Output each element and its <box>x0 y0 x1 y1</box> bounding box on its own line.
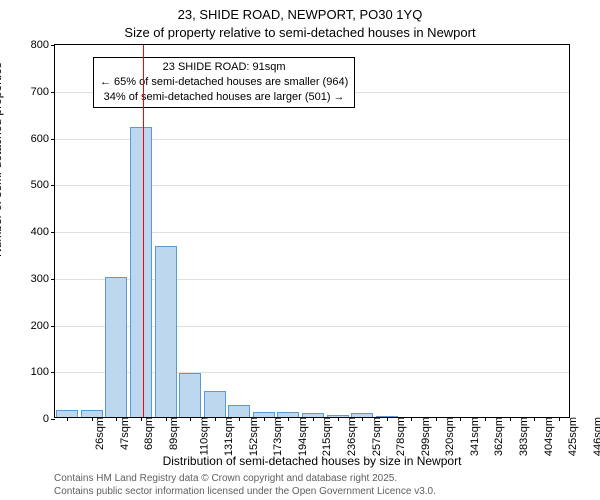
x-tick-mark <box>92 417 93 421</box>
x-tick-label: 362sqm <box>494 417 506 456</box>
x-tick-label: 89sqm <box>168 417 180 450</box>
footer-line1: Contains HM Land Registry data © Crown c… <box>54 472 570 485</box>
x-tick-label: 47sqm <box>119 417 131 450</box>
annotation-line2: ← 65% of semi-detached houses are smalle… <box>100 75 348 90</box>
x-tick-mark <box>534 417 535 421</box>
y-tick-mark <box>51 232 55 233</box>
y-tick-label: 0 <box>43 413 49 425</box>
y-tick-mark <box>51 92 55 93</box>
x-tick-label: 236sqm <box>346 417 358 456</box>
y-tick-mark <box>51 372 55 373</box>
x-tick-label: 173sqm <box>272 417 284 456</box>
y-tick-label: 200 <box>31 320 49 332</box>
histogram-bar <box>105 277 127 417</box>
chart-container: 23, SHIDE ROAD, NEWPORT, PO30 1YQ Size o… <box>0 0 600 500</box>
x-tick-label: 383sqm <box>518 417 530 456</box>
x-axis-label: Distribution of semi-detached houses by … <box>54 454 570 468</box>
x-tick-mark <box>141 417 142 421</box>
x-tick-label: 446sqm <box>592 417 600 456</box>
y-tick-mark <box>51 185 55 186</box>
x-tick-label: 68sqm <box>143 417 155 450</box>
x-tick-mark <box>510 417 511 421</box>
x-tick-mark <box>166 417 167 421</box>
x-tick-label: 404sqm <box>543 417 555 456</box>
histogram-bar <box>155 246 177 417</box>
histogram-bar <box>204 391 226 417</box>
x-tick-mark <box>313 417 314 421</box>
x-tick-mark <box>362 417 363 421</box>
x-tick-mark <box>436 417 437 421</box>
x-tick-mark <box>116 417 117 421</box>
x-tick-mark <box>288 417 289 421</box>
y-tick-mark <box>51 326 55 327</box>
y-tick-label: 700 <box>31 86 49 98</box>
annotation-box: 23 SHIDE ROAD: 91sqm ← 65% of semi-detac… <box>93 57 355 108</box>
annotation-line1: 23 SHIDE ROAD: 91sqm <box>100 60 348 75</box>
histogram-bar <box>56 410 78 417</box>
x-tick-label: 425sqm <box>567 417 579 456</box>
histogram-bar <box>179 373 201 417</box>
plot-area: 010020030040050060070080026sqm47sqm68sqm… <box>54 44 570 418</box>
x-tick-mark <box>338 417 339 421</box>
footer-attribution: Contains HM Land Registry data © Crown c… <box>54 472 570 498</box>
x-tick-label: 320sqm <box>444 417 456 456</box>
y-tick-mark <box>51 419 55 420</box>
y-tick-label: 800 <box>31 39 49 51</box>
x-tick-mark <box>559 417 560 421</box>
x-tick-label: 278sqm <box>395 417 407 456</box>
x-tick-label: 299sqm <box>420 417 432 456</box>
annotation-line3: 34% of semi-detached houses are larger (… <box>100 90 348 105</box>
x-tick-mark <box>485 417 486 421</box>
x-tick-label: 257sqm <box>371 417 383 456</box>
histogram-bar <box>228 405 250 417</box>
x-tick-label: 194sqm <box>297 417 309 456</box>
x-tick-mark <box>215 417 216 421</box>
y-tick-label: 600 <box>31 133 49 145</box>
x-tick-mark <box>190 417 191 421</box>
x-tick-mark <box>387 417 388 421</box>
histogram-bar <box>130 127 152 417</box>
x-tick-mark <box>264 417 265 421</box>
x-tick-mark <box>460 417 461 421</box>
y-tick-label: 100 <box>31 366 49 378</box>
footer-line2: Contains public sector information licen… <box>54 485 570 498</box>
x-tick-label: 26sqm <box>94 417 106 450</box>
chart-title-line1: 23, SHIDE ROAD, NEWPORT, PO30 1YQ <box>0 0 600 24</box>
x-tick-mark <box>239 417 240 421</box>
chart-title-line2: Size of property relative to semi-detach… <box>0 24 600 42</box>
y-axis-label: Number of semi-detached properties <box>0 62 4 257</box>
property-marker-line <box>143 45 144 417</box>
x-tick-mark <box>411 417 412 421</box>
x-tick-mark <box>67 417 68 421</box>
y-tick-mark <box>51 139 55 140</box>
x-tick-label: 152sqm <box>248 417 260 456</box>
y-tick-label: 400 <box>31 226 49 238</box>
x-tick-label: 341sqm <box>469 417 481 456</box>
x-tick-label: 110sqm <box>198 417 210 455</box>
y-tick-label: 300 <box>31 273 49 285</box>
x-tick-label: 131sqm <box>223 417 235 456</box>
y-tick-label: 500 <box>31 179 49 191</box>
histogram-bar <box>81 410 103 417</box>
x-tick-label: 215sqm <box>322 417 334 456</box>
y-tick-mark <box>51 279 55 280</box>
y-tick-mark <box>51 45 55 46</box>
